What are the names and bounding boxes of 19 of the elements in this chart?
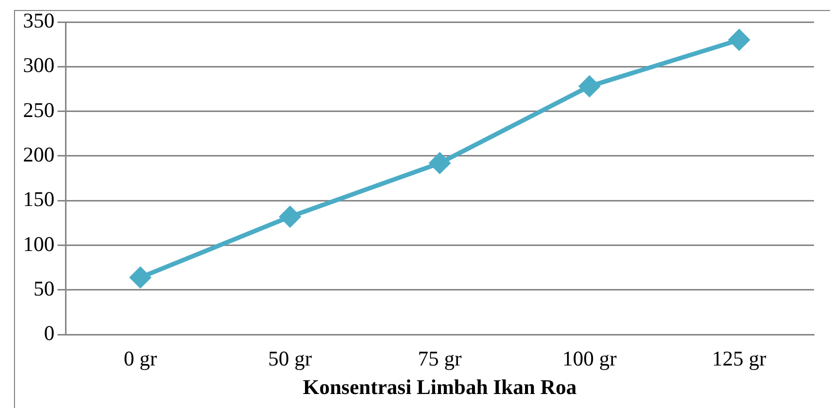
point — [430, 152, 450, 174]
y-tick-label: 100 — [23, 232, 54, 256]
point — [130, 267, 151, 288]
point — [579, 76, 600, 97]
y-tick-label: 50 — [34, 276, 54, 300]
y-tick-label: 350 — [23, 8, 54, 33]
x-tick-label: 0 gr — [124, 346, 157, 371]
point — [280, 206, 300, 227]
y-tick-label: 250 — [23, 98, 54, 122]
x-tick-label: 100 gr — [562, 346, 617, 371]
y-tick-label: 300 — [23, 53, 54, 78]
y-tick-label: 200 — [23, 142, 54, 166]
x-axis-title: Konsentrasi Limbah Ikan Roa — [302, 374, 578, 399]
x-tick-label: 75 gr — [418, 346, 462, 371]
point — [728, 30, 750, 50]
y-tick-label: 150 — [23, 187, 54, 212]
x-tick-label: 50 gr — [268, 346, 312, 371]
x-tick-label: 125 gr — [712, 346, 766, 371]
y-tick-label: 0 — [44, 321, 54, 346]
